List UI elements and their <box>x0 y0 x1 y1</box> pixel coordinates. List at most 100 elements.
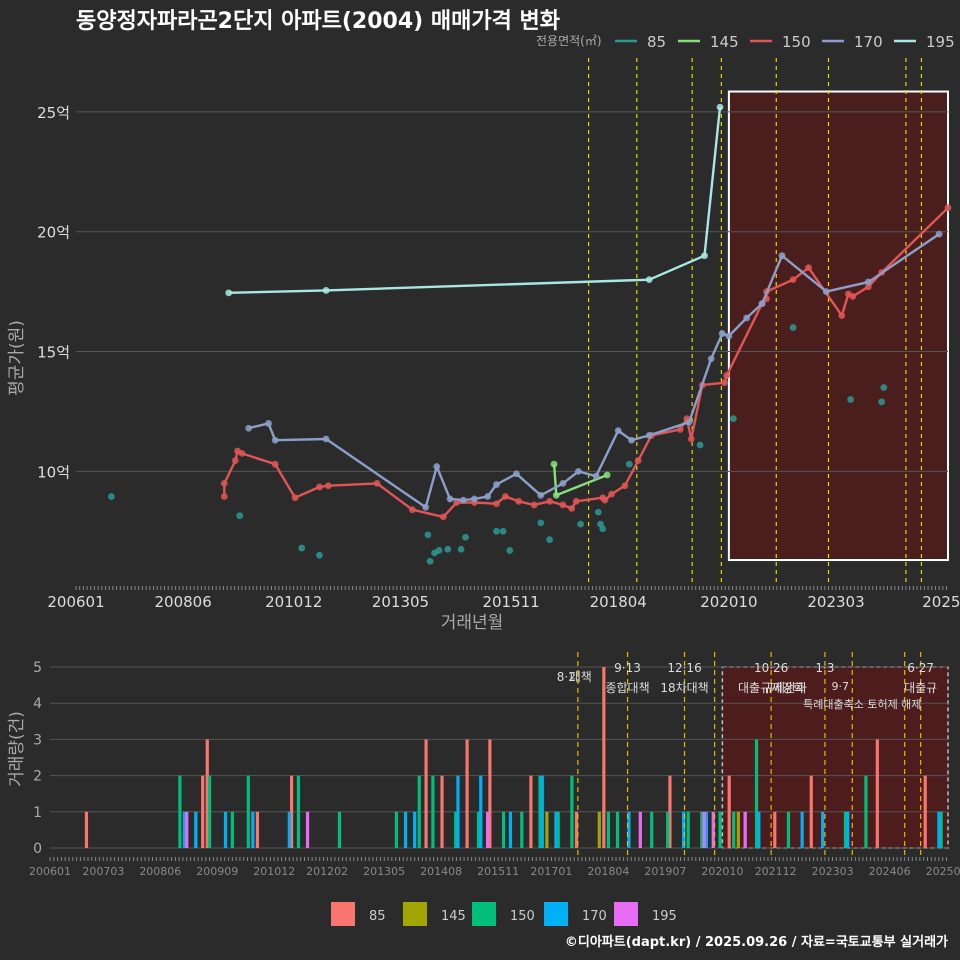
bar-170 <box>403 811 408 848</box>
legend-bottom: 85 145 150 170 195 <box>331 902 677 926</box>
x-tick-label-bottom: 201701 <box>530 865 572 878</box>
bar-170 <box>554 811 558 848</box>
data-point-150 <box>568 505 576 512</box>
bar-150 <box>615 811 620 848</box>
data-point-170 <box>322 435 330 443</box>
data-point-170 <box>707 355 715 363</box>
x-tick-label-bottom: 201907 <box>644 865 686 878</box>
bar-170 <box>456 775 460 848</box>
data-point-150 <box>316 483 323 491</box>
data-point-150 <box>530 501 538 509</box>
data-point-150 <box>493 500 500 508</box>
policy-label: 18차대책 <box>660 680 708 695</box>
bar-series-85 <box>84 667 927 848</box>
data-point-85 <box>594 508 602 516</box>
data-point-150 <box>271 460 279 468</box>
series-170 <box>245 230 943 511</box>
bar-85 <box>923 775 927 848</box>
data-point-150 <box>291 494 299 502</box>
data-point-195 <box>225 289 233 297</box>
price-line-panel: 10억 15억 20억 25억 200601 200806 201012 201305 2015… <box>7 58 960 633</box>
data-point-170 <box>935 230 943 238</box>
data-point-170 <box>265 420 272 427</box>
data-point-170 <box>725 332 733 340</box>
bar-series-195 <box>185 811 747 848</box>
data-point-85 <box>426 557 434 565</box>
data-point-170 <box>470 495 478 503</box>
bar-150 <box>843 811 848 848</box>
data-point-150 <box>501 493 509 500</box>
data-point-150 <box>687 435 695 443</box>
data-point-195 <box>701 252 708 260</box>
data-point-85 <box>499 527 507 535</box>
legend-label-150: 150 <box>782 33 811 51</box>
data-point-150 <box>373 479 381 487</box>
legend-swatch-bottom-150 <box>472 902 496 926</box>
data-point-85 <box>599 525 607 533</box>
bar-150 <box>754 739 759 848</box>
volume-bar-panel: 0 1 2 3 4 5 8·2대책 9·13 종합대책 12·16 18차대책 10·26 대출규제강화… <box>7 652 960 878</box>
legend-label-bottom-195: 195 <box>652 909 677 924</box>
bar-85 <box>440 775 444 848</box>
x-axis-top: 200601 200806 201012 201305 201511 201804 2020… <box>47 586 960 611</box>
bar-150 <box>686 811 690 848</box>
data-point-85 <box>696 441 704 449</box>
bar-150 <box>230 811 234 848</box>
y-tick-label-bottom: 1 <box>33 805 42 821</box>
bar-170 <box>627 811 631 848</box>
bar-170 <box>223 811 228 848</box>
data-point-145 <box>550 460 558 468</box>
y-tick-label-bottom: 2 <box>33 769 42 785</box>
data-point-85 <box>444 545 452 553</box>
bar-series-170 <box>182 775 941 848</box>
data-point-150 <box>944 204 952 212</box>
x-tick-label-top: 202010 <box>700 593 757 611</box>
bar-85 <box>809 775 813 848</box>
data-point-170 <box>537 491 545 499</box>
legend-label-bottom-170: 170 <box>582 909 607 924</box>
policy-date: 6·27 <box>907 661 934 675</box>
policy-label: 특례대출축소 토허제 해제 <box>803 697 921 711</box>
data-point-150 <box>324 482 332 490</box>
data-point-150 <box>220 479 228 487</box>
bar-150 <box>178 775 182 848</box>
data-point-85 <box>880 384 888 391</box>
data-point-170 <box>758 300 766 308</box>
x-tick-label-bottom: 200806 <box>139 865 181 878</box>
policy-label: 대책 <box>570 669 592 684</box>
bar-85 <box>255 811 260 848</box>
legend-swatch-bottom-170 <box>544 902 568 926</box>
x-tick-label-bottom: 201804 <box>587 865 629 878</box>
data-point-150 <box>634 457 642 464</box>
x-tick-label-bottom: 202509 <box>926 865 960 878</box>
data-point-150 <box>238 449 246 457</box>
x-axis-bottom: 200601 200703 200806 200909 201012 201202 2013… <box>29 857 960 878</box>
y-tick-label-bottom: 4 <box>33 696 42 712</box>
data-point-150 <box>721 379 728 387</box>
chart-title: 동양정자파라곤2단지 아파트(2004) 매매가격 변화 <box>76 9 560 34</box>
policy-label: 대출규제강화 <box>738 681 804 695</box>
data-point-85 <box>493 527 500 535</box>
bar-150 <box>650 811 654 848</box>
y-tick-label-bottom: 5 <box>33 660 42 676</box>
data-point-85 <box>789 324 797 331</box>
x-tick-label-bottom: 202010 <box>701 865 743 878</box>
bar-150 <box>786 811 791 848</box>
data-point-150 <box>789 276 797 284</box>
bar-85 <box>668 775 672 848</box>
data-point-85 <box>435 547 443 554</box>
bar-150 <box>296 775 301 848</box>
x-tick-label-bottom: 201305 <box>363 865 405 878</box>
bar-145 <box>597 811 601 848</box>
legend-swatch-bottom-145 <box>403 902 427 926</box>
y-tick-label-top: 20억 <box>37 224 70 242</box>
policy-date: 9·7 <box>832 680 850 693</box>
data-point-170 <box>433 463 441 470</box>
x-tick-label-top: 201804 <box>590 593 647 611</box>
bar-170 <box>757 811 761 848</box>
bar-145 <box>736 811 740 848</box>
data-point-170 <box>513 470 520 478</box>
data-point-170 <box>628 436 635 444</box>
x-tick-label-bottom: 202406 <box>869 865 911 878</box>
